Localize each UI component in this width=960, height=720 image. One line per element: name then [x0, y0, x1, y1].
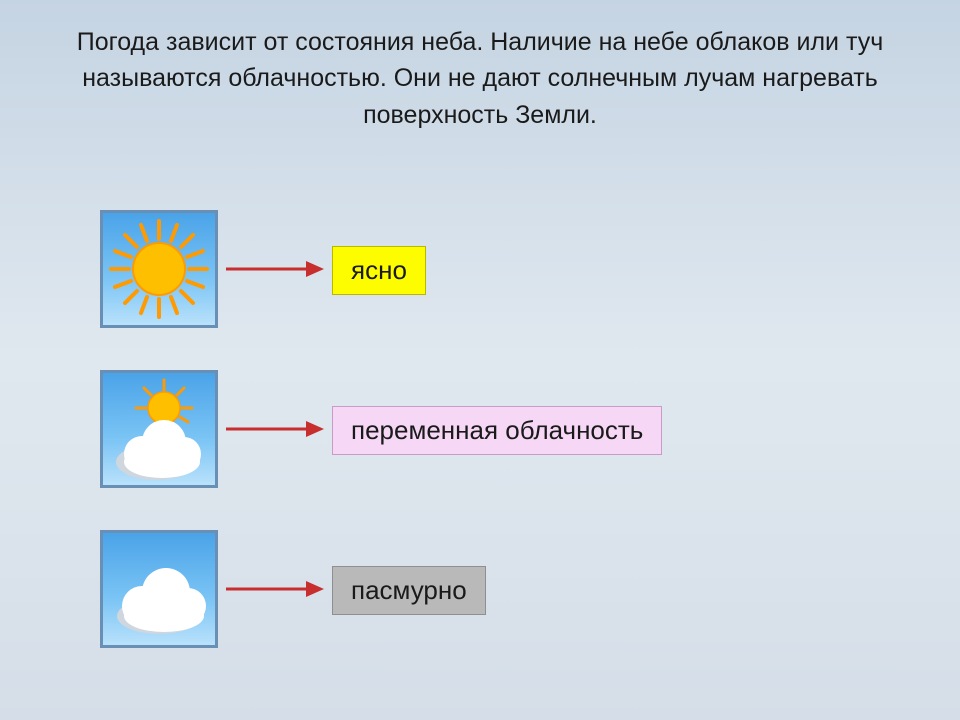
label-overcast: пасмурно	[332, 566, 486, 615]
sun-icon	[104, 214, 214, 324]
sun-cloud-icon	[104, 374, 214, 484]
label-partly-cloudy: переменная облачность	[332, 406, 662, 455]
arrow-icon	[224, 258, 324, 280]
row-partly-cloudy: переменная облачность	[0, 370, 960, 530]
weather-rows: ясно	[0, 210, 960, 690]
label-clear: ясно	[332, 246, 426, 295]
intro-paragraph: Погода зависит от состояния неба. Наличи…	[0, 0, 960, 133]
cloud-icon	[104, 534, 214, 644]
arrow-icon	[224, 418, 324, 440]
icon-partly-cloudy	[100, 370, 218, 488]
icon-clear	[100, 210, 218, 328]
row-clear: ясно	[0, 210, 960, 370]
arrow-icon	[224, 578, 324, 600]
row-overcast: пасмурно	[0, 530, 960, 690]
icon-overcast	[100, 530, 218, 648]
